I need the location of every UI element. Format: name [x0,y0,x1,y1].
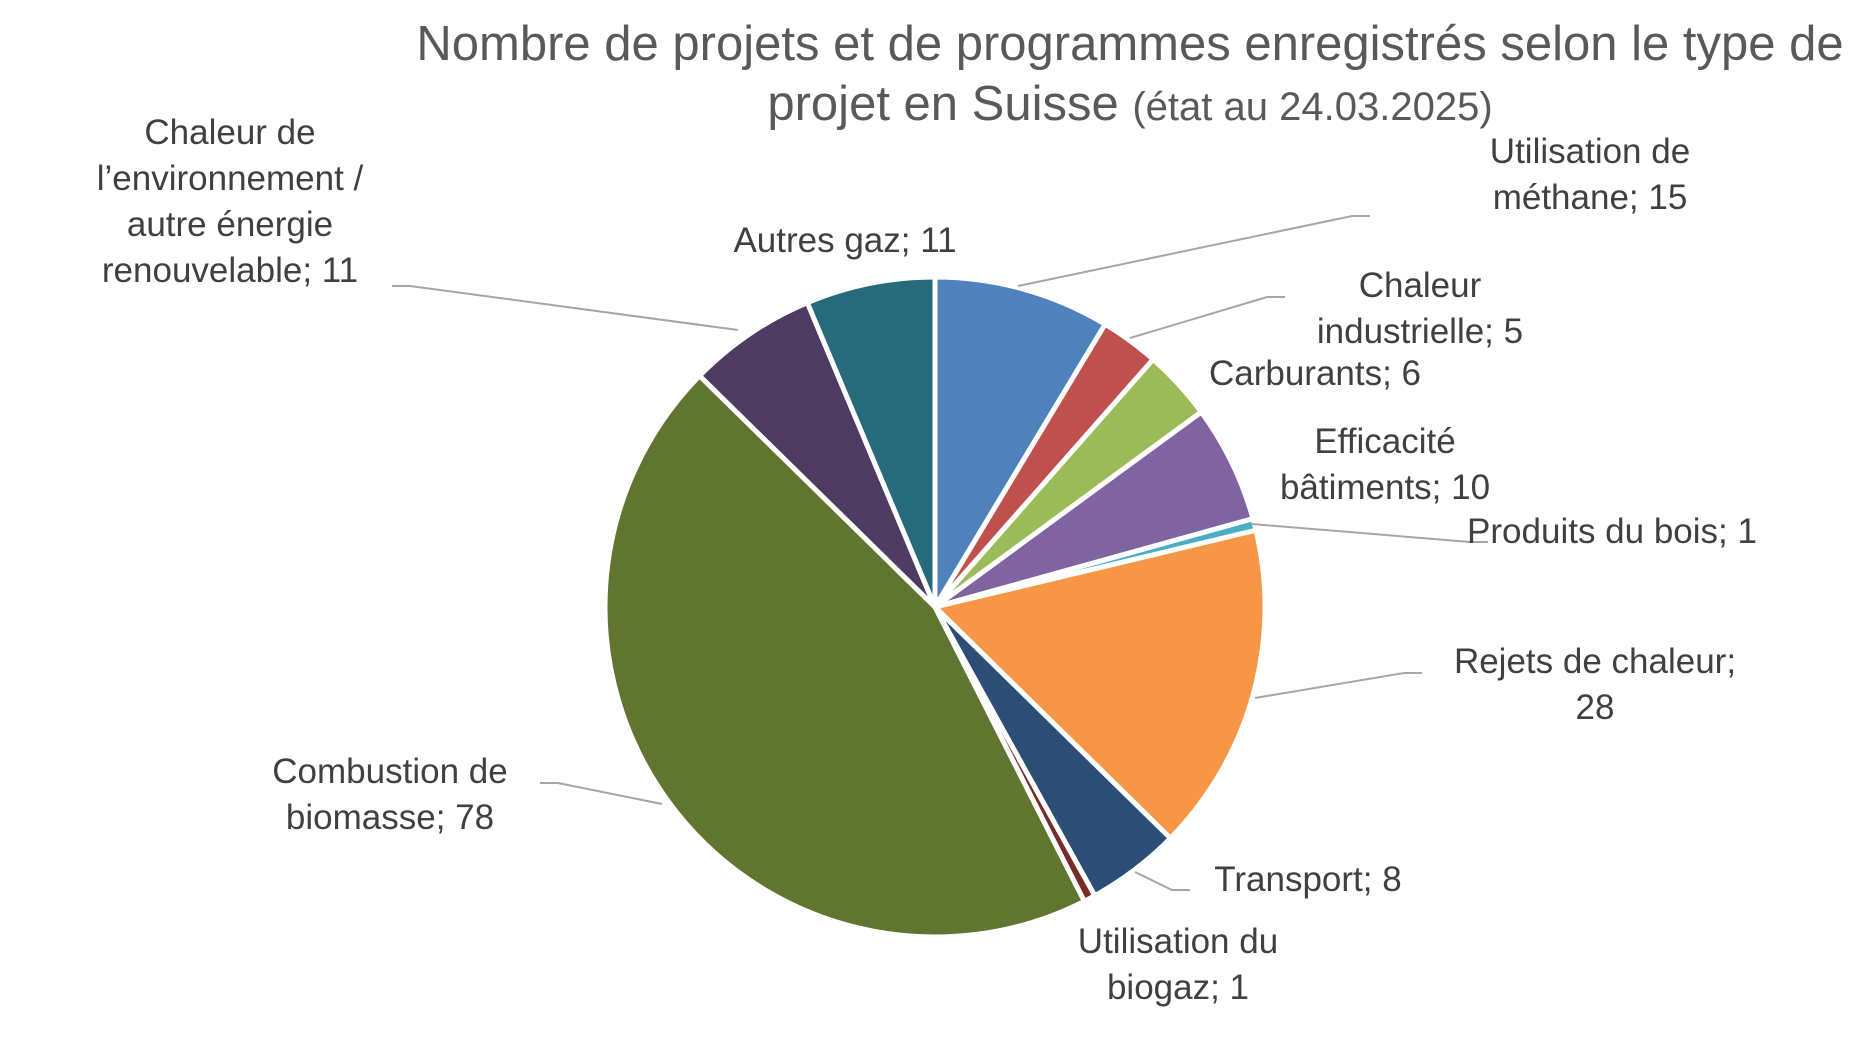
pie-slice-10 [804,274,938,610]
data-label-8: Combustion de biomasse; 78 [272,752,507,837]
leader-lines [392,215,1488,891]
leader-line-6 [1134,871,1190,891]
chart-subtitle: (état au 24.03.2025) [1132,85,1493,129]
leader-line-0 [1017,215,1370,287]
data-labels: Utilisation de méthane; 15 Chaleur industri… [97,113,1757,1007]
data-label-3: Efficacité bâtiments; 10 [1280,422,1490,507]
data-label-10: Autres gaz; 11 [733,221,956,260]
data-label-1: Chaleur industrielle; 5 [1317,266,1523,351]
pie-slice-5 [932,527,1268,841]
data-label-6: Transport; 8 [1214,860,1401,899]
data-label-5: Rejets de chaleur; 28 [1454,642,1736,727]
leader-line-5 [1254,672,1422,699]
pie-slice-9 [697,300,938,610]
pie-slices [602,274,1268,940]
data-label-0: Utilisation de méthane; 15 [1490,132,1690,217]
pie-slice-0 [932,274,1108,610]
leader-line-4 [1251,523,1488,543]
leader-line-1 [1129,296,1285,339]
chart-title: Nombre de projets et de programmes enreg… [400,14,1857,137]
data-label-7: Utilisation du biogaz; 1 [1078,922,1278,1007]
data-label-2: Carburants; 6 [1209,354,1421,393]
data-label-9: Chaleur de l’environnement / autre énergie… [97,113,364,290]
pie-slice-8 [602,373,1087,940]
chart-title-main: Nombre de projets et de programmes enreg… [416,17,1844,131]
leader-line-9 [392,285,739,331]
leader-line-8 [540,782,663,805]
data-label-4: Produits du bois; 1 [1467,512,1757,551]
